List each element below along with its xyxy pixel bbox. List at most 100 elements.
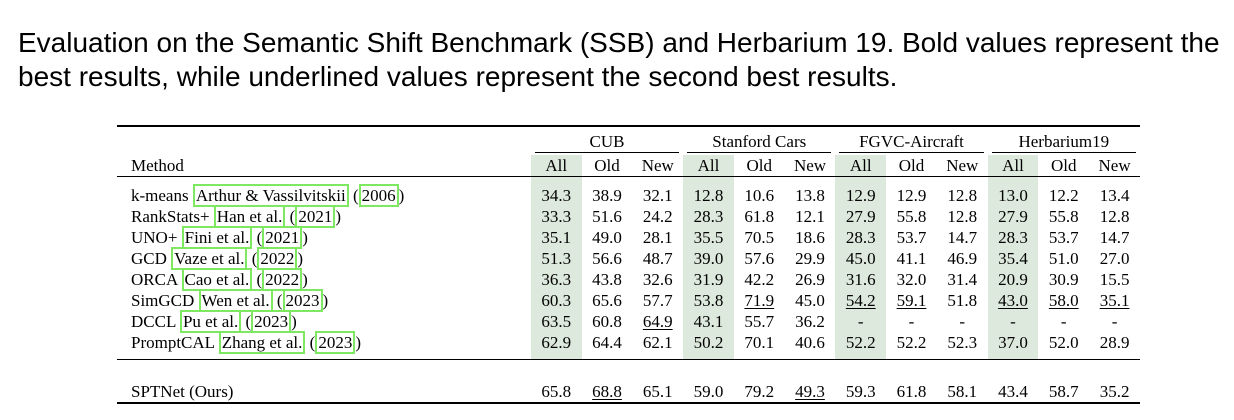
value: 50.2 (693, 333, 724, 352)
value-cell: 12.9 (886, 177, 937, 207)
value-cell: 48.7 (632, 248, 683, 269)
citation-year[interactable]: 2021 (262, 226, 303, 249)
ours-value: 59.3 (845, 382, 876, 401)
value-cell: 64.9 (632, 311, 683, 332)
value: 53.7 (896, 228, 927, 247)
value: 27.9 (998, 207, 1028, 226)
value: 55.8 (1048, 207, 1079, 226)
value: 53.8 (693, 291, 724, 310)
table-row: PromptCAL Zhang et al. (2023) 62.9 64.4 62.… (117, 331, 1140, 360)
citation-authors[interactable]: Fini et al. (181, 226, 253, 249)
value: 51.6 (592, 207, 622, 226)
table-row: RankStats+ Han et al. (2021) 33.3 51.6 24.2… (117, 205, 1140, 228)
group-label: CUB (589, 132, 625, 151)
value-cell: 70.1 (734, 332, 785, 360)
value-cell: 51.0 (1038, 248, 1089, 269)
citation-year[interactable]: 2023 (282, 289, 323, 312)
value-cell: 51.6 (582, 206, 633, 227)
value: - (857, 312, 864, 331)
method-cell: UNO+ Fini et al. (2021) (131, 226, 308, 249)
value: 55.8 (896, 207, 927, 226)
separator-cell (987, 359, 1039, 381)
ours-value: 58.7 (1048, 382, 1079, 401)
results-body: k-means Arthur & Vassilvitskii (2006) 34.… (117, 176, 1140, 360)
value: 45.0 (845, 249, 876, 268)
ours-value-cell: 59.3 (835, 381, 887, 404)
subheader-old: Old (1038, 155, 1090, 177)
value: 14.7 (1099, 228, 1130, 247)
value-cell: 29.9 (785, 248, 836, 269)
citation-authors[interactable]: Pu et al. (179, 310, 242, 333)
citation-year[interactable]: 2023 (315, 331, 356, 354)
value-cell: 26.9 (785, 269, 836, 290)
value: 71.9 (744, 291, 775, 310)
value-cell: 35.4 (987, 248, 1039, 269)
value: 35.1 (1099, 291, 1130, 310)
value-cell: - (1038, 311, 1089, 332)
table-row: ORCA Cao et al. (2022) 36.3 43.8 32.6 31.9 42… (117, 268, 1140, 291)
citation-year[interactable]: 2023 (251, 310, 292, 333)
value-cell: 13.4 (1089, 177, 1140, 207)
value: 38.9 (592, 186, 622, 205)
value: 40.6 (795, 333, 825, 352)
ours-value: 35.2 (1099, 382, 1130, 401)
ours-value: 43.4 (998, 382, 1028, 401)
citation-authors[interactable]: Wen et al. (198, 289, 273, 312)
value-cell: 49.0 (582, 227, 633, 248)
value-cell: 63.5 (530, 311, 582, 332)
value-cell: 13.0 (987, 176, 1039, 206)
value: 51.3 (541, 249, 572, 268)
value: 12.9 (845, 186, 876, 205)
citation-authors[interactable]: Arthur & Vassilvitskii (192, 184, 349, 207)
method-cell: ORCA Cao et al. (2022) (131, 268, 308, 291)
citation-year[interactable]: 2006 (358, 184, 399, 207)
subheader-all: All (987, 155, 1039, 177)
citation-year[interactable]: 2021 (295, 205, 336, 228)
value-cell: 12.8 (937, 206, 988, 227)
value: - (1060, 312, 1067, 331)
table-row: UNO+ Fini et al. (2021) 35.1 49.0 28.1 35.5 7… (117, 226, 1140, 249)
subheader-row: Method All Old New All Old New All Old N… (117, 155, 1140, 177)
citation-authors[interactable]: Han et al. (213, 205, 286, 228)
value-cell: 35.1 (530, 227, 582, 248)
value-cell: 32.0 (886, 269, 937, 290)
value-cell: 42.2 (734, 269, 785, 290)
group-header-stanford-cars: Stanford Cars (683, 125, 836, 155)
value-cell: 52.3 (937, 332, 988, 360)
group-label: FGVC-Aircraft (859, 132, 964, 151)
value-cell: 28.3 (987, 227, 1039, 248)
citation-authors[interactable]: Zhang et al. (218, 331, 306, 354)
value-cell: 35.1 (1089, 290, 1140, 311)
value: - (1010, 312, 1016, 331)
ours-value: 65.8 (541, 382, 572, 401)
value-cell: 40.6 (785, 332, 836, 360)
value-cell: 36.3 (530, 269, 582, 290)
citation-authors[interactable]: Cao et al. (181, 268, 253, 291)
ours-value: 68.8 (592, 382, 622, 401)
subheader-all: All (835, 155, 887, 177)
group-header-fgvc-aircraft: FGVC-Aircraft (835, 125, 988, 155)
value-cell: 37.0 (987, 332, 1039, 360)
value: 58.0 (1048, 291, 1079, 310)
value-cell: 24.2 (632, 206, 683, 227)
value-cell: 34.3 (530, 176, 582, 206)
value: 57.6 (744, 249, 775, 268)
ours-value-cell: 35.2 (1089, 381, 1140, 404)
value-cell: 27.9 (987, 206, 1039, 227)
value: 60.8 (592, 312, 622, 331)
subheader-old: Old (581, 155, 633, 177)
value-cell: 58.0 (1038, 290, 1089, 311)
citation-year[interactable]: 2022 (262, 268, 303, 291)
citation-year[interactable]: 2022 (257, 247, 298, 270)
value: 62.9 (541, 333, 572, 352)
value-cell: 60.8 (582, 311, 633, 332)
subheader-new: New (936, 155, 988, 177)
citation-authors[interactable]: Vaze et al. (171, 247, 248, 270)
value: 13.0 (998, 186, 1028, 205)
value: 55.7 (744, 312, 775, 331)
value-cell: - (937, 311, 988, 332)
ours-value-cell: 68.8 (581, 381, 633, 404)
separator-row (117, 359, 1140, 381)
ours-value-cell: 79.2 (733, 381, 785, 404)
subheader-old: Old (886, 155, 937, 177)
